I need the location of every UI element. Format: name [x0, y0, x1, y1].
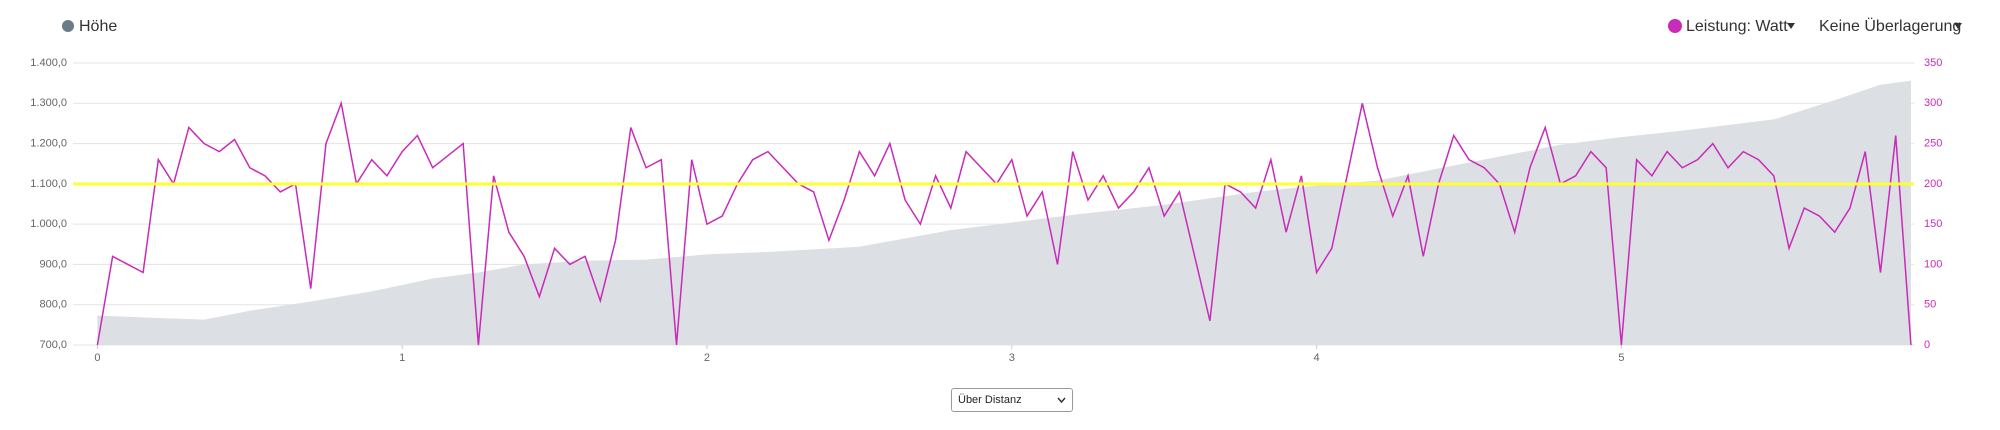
- x-tick-label: 4: [1314, 352, 1320, 364]
- overlay-selector[interactable]: Keine Überlagerung: [1819, 17, 1961, 35]
- dropdown-caret: [1787, 23, 1795, 29]
- y-tick-label: 1.300,0: [30, 97, 67, 109]
- legend-label[interactable]: Höhe: [79, 18, 117, 35]
- y-tick-label: 1.200,0: [30, 137, 67, 149]
- y2-tick-label: 300: [1924, 97, 1942, 109]
- chevron: [1057, 397, 1066, 404]
- legend-marker: [1668, 19, 1682, 33]
- x-tick-label: 1: [399, 352, 405, 364]
- y2-tick-label: 250: [1924, 137, 1942, 149]
- y2-tick-label: 0: [1924, 339, 1930, 351]
- y2-tick-label: 150: [1924, 218, 1942, 230]
- y-tick-label: 700,0: [39, 339, 67, 351]
- power-line: [96, 100, 1912, 346]
- y2-tick-label: 50: [1924, 299, 1936, 311]
- dropdown-caret: [1954, 23, 1962, 29]
- x-mode-select[interactable]: Über Distanz: [951, 388, 1073, 412]
- y2-tick-label: 100: [1924, 258, 1942, 270]
- elevation-area: [97, 80, 1911, 346]
- select-text: Über Distanz: [958, 394, 1022, 406]
- legend-label[interactable]: Leistung: Watt: [1686, 18, 1788, 35]
- y-tick-label: 1.000,0: [30, 218, 67, 230]
- y-tick-label: 1.400,0: [30, 57, 67, 69]
- y2-tick-label: 350: [1924, 57, 1942, 69]
- legend-marker: [62, 20, 74, 32]
- y-tick-label: 1.100,0: [30, 178, 67, 190]
- y2-tick-label: 200: [1924, 178, 1942, 190]
- x-tick-label: 0: [94, 352, 100, 364]
- x-tick-label: 2: [704, 352, 710, 364]
- y-tick-label: 900,0: [39, 258, 67, 270]
- x-tick-label: 3: [1009, 352, 1015, 364]
- y-tick-label: 800,0: [39, 299, 67, 311]
- x-tick-label: 5: [1618, 352, 1624, 364]
